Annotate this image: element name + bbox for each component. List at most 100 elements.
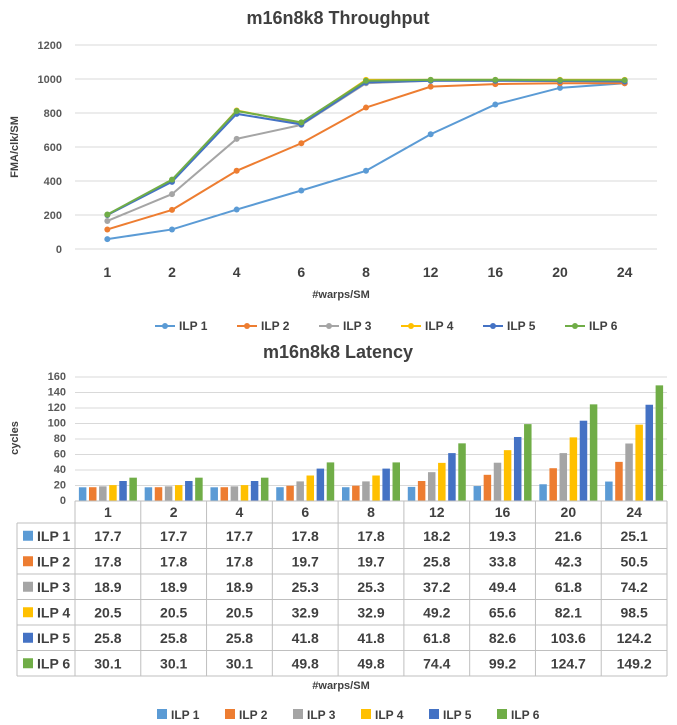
data-point: [492, 101, 499, 108]
bar: [625, 443, 633, 501]
bar: [483, 474, 492, 501]
data-point: [427, 76, 434, 83]
latency-y-tick: 120: [48, 402, 66, 414]
table-cell: 17.8: [94, 553, 121, 569]
legend-label: ILP 5: [507, 319, 536, 333]
legend-item-1: ILP 1: [157, 708, 200, 722]
series-line: [106, 79, 625, 222]
table-cell: 61.8: [423, 630, 450, 646]
legend-label: ILP 6: [511, 708, 540, 722]
table-cell: 17.8: [226, 553, 253, 569]
bar: [306, 475, 315, 501]
legend-label: ILP 4: [375, 708, 404, 722]
table-cell: 17.7: [94, 528, 121, 544]
data-point: [557, 77, 563, 84]
bar: [539, 484, 547, 501]
bar: [473, 486, 482, 501]
bar: [129, 477, 137, 501]
series-line: [106, 79, 625, 216]
table-header-cell: 24: [626, 504, 642, 520]
table-cell: 99.2: [489, 655, 516, 671]
bar: [569, 437, 578, 501]
table-header-cell: 2: [170, 504, 178, 520]
bar: [342, 487, 350, 501]
legend-marker: [162, 323, 168, 329]
bar: [250, 481, 259, 501]
legend-marker: [572, 323, 578, 329]
bar: [427, 472, 436, 501]
bar: [559, 453, 568, 501]
bar: [210, 487, 218, 501]
data-point: [233, 107, 240, 114]
bar: [513, 436, 522, 501]
table-cell: 49.8: [357, 655, 384, 671]
table-cell: 19.7: [357, 553, 384, 569]
table-row-label: ILP 4: [37, 604, 70, 620]
table-cell: 82.1: [555, 604, 582, 620]
throughput-series-5: [104, 77, 628, 218]
data-point: [557, 84, 563, 91]
latency-y-tick: 100: [48, 418, 66, 430]
bar: [99, 486, 107, 501]
table-cell: 18.9: [226, 579, 253, 595]
table-cell: 30.1: [94, 655, 121, 671]
bar: [154, 487, 163, 501]
throughput-y-tick: 0: [56, 244, 62, 256]
data-point: [427, 131, 434, 138]
bar: [417, 481, 426, 501]
bar: [164, 486, 173, 501]
data-point: [104, 211, 111, 218]
table-cell: 17.8: [292, 528, 319, 544]
table-cell: 20.5: [226, 604, 253, 620]
latency-y-tick: 60: [54, 449, 66, 461]
table-cell: 25.8: [160, 630, 187, 646]
table-cell: 65.6: [489, 604, 516, 620]
table-cell: 18.2: [423, 528, 450, 544]
bar: [109, 485, 117, 501]
table-cell: 17.8: [160, 553, 187, 569]
latency-y-tick: 20: [54, 480, 66, 492]
bar: [362, 481, 370, 501]
legend-label: ILP 2: [261, 319, 290, 333]
throughput-series: [104, 76, 628, 243]
data-point: [169, 176, 175, 183]
throughput-title: m16n8k8 Throughput: [246, 8, 429, 28]
table-row-key: [23, 530, 33, 541]
data-point: [298, 187, 305, 194]
data-point: [104, 236, 111, 243]
table-row-key: [23, 556, 33, 567]
table-row-key: [23, 581, 33, 592]
throughput-series-2: [104, 80, 628, 233]
table-row-label: ILP 6: [37, 655, 70, 671]
latency-y-tick: 0: [60, 495, 66, 507]
data-point: [233, 135, 240, 142]
data-point: [169, 206, 175, 213]
table-cell: 18.9: [160, 579, 187, 595]
throughput-x-tick: 24: [617, 264, 633, 280]
table-cell: 124.7: [551, 655, 586, 671]
throughput-y-tick: 1200: [38, 40, 62, 52]
data-point: [298, 140, 305, 147]
latency-y-ticks: 0 20 40 60 80 100 120 140 160: [48, 371, 66, 507]
table-cell: 32.9: [357, 604, 384, 620]
data-point: [169, 191, 175, 198]
legend-marker: [490, 323, 496, 329]
table-cell: 124.2: [617, 630, 652, 646]
bar: [635, 424, 643, 501]
bar: [524, 424, 532, 501]
table-cell: 41.8: [292, 630, 319, 646]
table-cell: 25.8: [226, 630, 253, 646]
data-point: [169, 226, 175, 233]
table-cell: 74.4: [423, 655, 450, 671]
legend-label: ILP 5: [443, 708, 472, 722]
latency-series-1: [78, 481, 613, 501]
throughput-series-1: [104, 80, 628, 243]
latency-series-6: [129, 385, 664, 501]
table-cell: 17.7: [160, 528, 187, 544]
table-row-key: [23, 632, 33, 643]
throughput-x-tick: 8: [362, 264, 370, 280]
bar: [407, 486, 416, 501]
legend-label: ILP 3: [343, 319, 372, 333]
